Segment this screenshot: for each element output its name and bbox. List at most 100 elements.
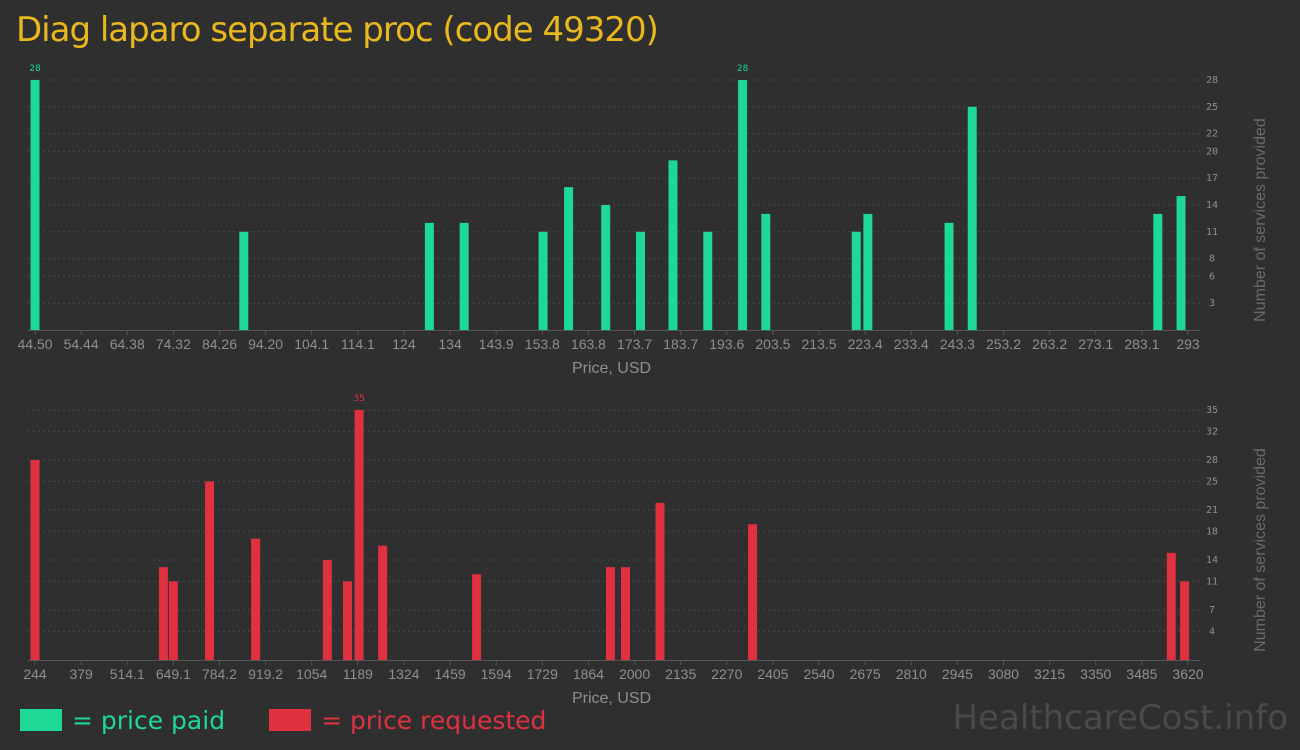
legend-swatch-paid [20, 709, 62, 731]
x-tick-label: 1054 [296, 666, 327, 682]
x-tick-label: 124 [392, 336, 416, 352]
x-tick-label: 2675 [850, 666, 881, 682]
bar [703, 231, 713, 330]
x-tick-label: 173.7 [617, 336, 652, 352]
y-tick-label: 8 [1209, 254, 1215, 265]
x-tick-label: 153.8 [525, 336, 560, 352]
x-tick-label: 244 [23, 666, 47, 682]
x-tick-label: 2000 [619, 666, 650, 682]
y-tick-label: 11 [1206, 227, 1218, 238]
y-tick-label: 32 [1206, 426, 1218, 437]
bar [1166, 552, 1176, 660]
bar [605, 567, 615, 660]
x-tick-label: 379 [69, 666, 93, 682]
y-tick-label: 11 [1206, 576, 1218, 587]
y-tick-label: 25 [1206, 476, 1218, 487]
x-tick-label: 213.5 [802, 336, 837, 352]
y-tick-label: 20 [1206, 146, 1218, 157]
bar [1153, 213, 1163, 330]
x-tick-label: 2810 [896, 666, 927, 682]
x-tick-label: 1729 [527, 666, 558, 682]
x-tick-label: 183.7 [663, 336, 698, 352]
x-tick-label: 1594 [481, 666, 512, 682]
y-axis-label: Number of services provided [1252, 448, 1269, 652]
y-tick-label: 4 [1209, 626, 1215, 637]
x-tick-label: 223.4 [848, 336, 883, 352]
bar [322, 560, 332, 660]
y-tick-label: 7 [1209, 605, 1215, 616]
legend: = price paid = price requested [20, 702, 590, 738]
x-tick-label: 273.1 [1078, 336, 1113, 352]
x-tick-label: 243.3 [940, 336, 975, 352]
y-tick-label: 14 [1206, 200, 1218, 211]
y-tick-label: 14 [1206, 555, 1218, 566]
page-title: Diag laparo separate proc (code 49320) [16, 10, 659, 50]
x-tick-label: 283.1 [1124, 336, 1159, 352]
bar [655, 502, 665, 660]
bar [342, 581, 352, 660]
bar-value-label: 28 [29, 64, 41, 74]
x-tick-label: 649.1 [156, 666, 191, 682]
x-tick-label: 514.1 [110, 666, 145, 682]
bar [378, 545, 388, 660]
x-tick-label: 1324 [388, 666, 419, 682]
x-tick-label: 44.50 [17, 336, 52, 352]
x-tick-label: 114.1 [341, 336, 375, 352]
bar [851, 231, 861, 330]
bar [635, 231, 645, 330]
bar [621, 567, 631, 660]
x-tick-label: 1459 [435, 666, 466, 682]
x-tick-label: 203.5 [755, 336, 790, 352]
x-tick-label: 74.32 [156, 336, 191, 352]
x-tick-label: 2270 [711, 666, 742, 682]
x-tick-label: 2945 [942, 666, 973, 682]
bar [748, 524, 758, 660]
price-requested-chart: 4 7 11 14 18 21 25 28 32 35 244 379 514.1 649.1 784.2 9… [23, 394, 1269, 707]
x-tick-label: 3620 [1172, 666, 1203, 682]
y-tick-label: 21 [1206, 505, 1218, 516]
x-tick-label: 2540 [803, 666, 834, 682]
bar [1176, 196, 1186, 330]
x-tick-label: 263.2 [1032, 336, 1067, 352]
x-tick-label: 3485 [1126, 666, 1157, 682]
y-tick-label: 25 [1206, 102, 1218, 113]
x-tick-label: 2135 [665, 666, 696, 682]
x-tick-label: 1864 [573, 666, 604, 682]
legend-item-requested: = price requested [269, 706, 546, 735]
bar [158, 567, 168, 660]
bar-value-label: 28 [737, 64, 749, 74]
bar [1180, 581, 1190, 660]
watermark: HealthcareCost.info [952, 698, 1288, 738]
y-axis-label: Number of services provided [1252, 118, 1269, 322]
bar [601, 205, 611, 330]
bar [538, 231, 548, 330]
x-axis-label: Price, USD [572, 360, 651, 377]
x-tick-label: 233.4 [894, 336, 929, 352]
bar [239, 231, 249, 330]
bar [863, 213, 873, 330]
y-tick-label: 28 [1206, 455, 1218, 466]
bar [564, 187, 574, 330]
bar [761, 213, 771, 330]
x-tick-label: 54.44 [64, 336, 99, 352]
x-tick-label: 163.8 [571, 336, 606, 352]
x-tick-label: 253.2 [986, 336, 1021, 352]
y-tick-label: 6 [1209, 271, 1215, 282]
bar [944, 222, 954, 330]
x-tick-label: 193.6 [709, 336, 744, 352]
x-tick-label: 784.2 [202, 666, 237, 682]
x-tick-label: 84.26 [202, 336, 237, 352]
x-tick-label: 134 [438, 336, 462, 352]
legend-label-paid: = price paid [72, 705, 226, 735]
bar [251, 538, 261, 660]
y-tick-label: 17 [1206, 173, 1218, 184]
x-tick-label: 1189 [343, 666, 373, 682]
x-tick-label: 919.2 [248, 666, 283, 682]
bar [738, 80, 748, 330]
y-tick-label: 28 [1206, 75, 1218, 86]
x-tick-label: 3350 [1080, 666, 1111, 682]
x-tick-label: 94.20 [248, 336, 283, 352]
bar [205, 481, 215, 660]
legend-item-paid: = price paid [20, 706, 225, 735]
